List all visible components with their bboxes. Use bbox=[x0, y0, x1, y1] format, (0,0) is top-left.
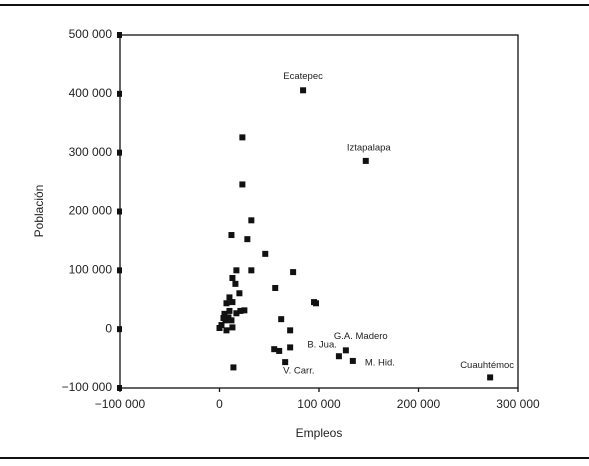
point bbox=[239, 181, 246, 188]
point-label: Ecatepec bbox=[283, 71, 323, 82]
point bbox=[287, 327, 294, 334]
point bbox=[342, 347, 349, 354]
y-axis-title: Población bbox=[32, 185, 46, 238]
point bbox=[236, 290, 243, 297]
point bbox=[230, 364, 237, 371]
point bbox=[335, 353, 342, 360]
x-tick-label: 0 bbox=[216, 397, 223, 411]
point bbox=[223, 327, 230, 334]
point bbox=[220, 314, 227, 321]
point bbox=[232, 280, 239, 287]
point-label: B. Jua. bbox=[307, 340, 337, 351]
point bbox=[290, 269, 297, 276]
point bbox=[239, 134, 246, 141]
point bbox=[233, 310, 240, 317]
point-label: M. Hid. bbox=[365, 357, 395, 368]
x-tick-label: 200 000 bbox=[397, 397, 441, 411]
point bbox=[487, 374, 494, 381]
point-label: Iztapalapa bbox=[347, 142, 392, 153]
y-tick bbox=[117, 149, 122, 156]
point bbox=[244, 236, 251, 243]
point bbox=[216, 324, 223, 331]
y-tick-label: −100 000 bbox=[62, 380, 113, 394]
y-tick-label: 500 000 bbox=[69, 27, 113, 41]
y-tick bbox=[117, 208, 122, 215]
point bbox=[349, 357, 356, 364]
point bbox=[226, 294, 233, 301]
point bbox=[287, 344, 294, 351]
point bbox=[272, 284, 279, 291]
point bbox=[226, 307, 233, 314]
point bbox=[241, 307, 248, 314]
point bbox=[271, 346, 278, 353]
y-tick-label: 0 bbox=[105, 321, 112, 335]
y-tick bbox=[117, 326, 122, 333]
point bbox=[248, 267, 255, 274]
point bbox=[248, 217, 255, 224]
point-label: G.A. Madero bbox=[334, 331, 388, 342]
point bbox=[278, 316, 285, 323]
y-tick bbox=[117, 32, 122, 38]
x-tick-label: −100 000 bbox=[95, 397, 146, 411]
point bbox=[228, 317, 235, 324]
point bbox=[233, 267, 240, 274]
y-tick bbox=[117, 90, 122, 97]
point bbox=[276, 347, 283, 354]
point-label: V. Carr. bbox=[283, 366, 314, 377]
point bbox=[229, 324, 236, 331]
x-tick-label: 100 000 bbox=[297, 397, 341, 411]
point-label: Cuauhtémoc bbox=[460, 360, 514, 371]
point bbox=[262, 250, 269, 257]
point bbox=[362, 157, 369, 164]
y-tick-label: 100 000 bbox=[69, 263, 113, 277]
point bbox=[223, 300, 230, 307]
point bbox=[221, 310, 228, 317]
point bbox=[313, 300, 320, 307]
point bbox=[229, 274, 236, 281]
y-tick-label: 300 000 bbox=[69, 145, 113, 159]
x-tick-label: 300 000 bbox=[496, 397, 540, 411]
point bbox=[237, 307, 244, 314]
point bbox=[228, 232, 235, 239]
plot-frame bbox=[119, 34, 519, 389]
point bbox=[229, 299, 236, 306]
y-tick-label: 400 000 bbox=[69, 86, 113, 100]
y-tick-label: 200 000 bbox=[69, 204, 113, 218]
point bbox=[282, 359, 289, 366]
point bbox=[300, 87, 307, 94]
x-axis-title: Empleos bbox=[296, 426, 343, 440]
y-tick bbox=[117, 267, 122, 274]
